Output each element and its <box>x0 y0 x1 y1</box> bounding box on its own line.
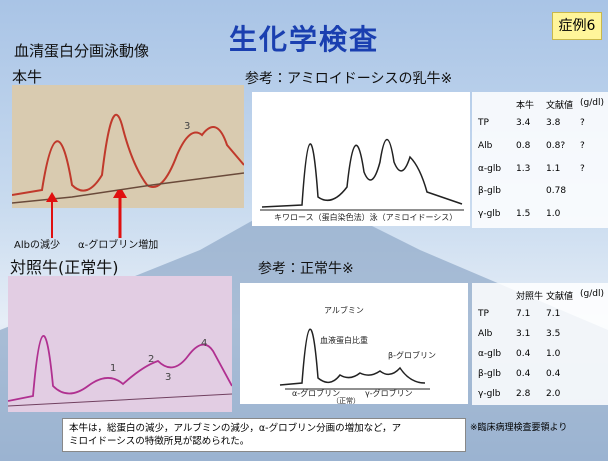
summary-line: ミロイドーシスの特徴所見が認められた。 <box>69 435 459 448</box>
table-cell: 3.1 <box>516 329 530 339</box>
table-cell: β-glb <box>478 186 501 196</box>
table: 対照牛文献値 (g/dl) TP 7.1 7.1 Alb 3.1 3.5 α-glb 0.4 1.0… <box>472 283 608 405</box>
table-cell: 1.1 <box>546 164 560 174</box>
peak-label: 1 <box>110 363 116 374</box>
annotation: α-グロブリン増加 <box>78 236 158 251</box>
table-cell: ? <box>580 164 585 174</box>
figure-caption: キワロース（蛋白染色法）泳（アミロイドーシス） <box>274 212 457 222</box>
reference-title: 参考：正常牛※ <box>258 258 354 278</box>
table-cell: TP <box>478 309 489 319</box>
reference-amyloid-figure: キワロース（蛋白染色法）泳（アミロイドーシス） <box>252 92 470 226</box>
reference-normal-figure: アルブミン 血液蛋白比重 β-グロブリン α-グロブリン γ-グロブリン （正常… <box>240 283 468 404</box>
table-cell: ? <box>580 141 585 151</box>
table-cell: 2.0 <box>546 389 560 399</box>
table-header: 文献値 <box>546 98 573 111</box>
case-badge: 症例6 <box>552 12 602 40</box>
summary-line: 本牛は，総蛋白の減少，アルブミンの減少，α-グロブリン分画の増加など，ア <box>69 422 459 435</box>
table-cell: 1.0 <box>546 349 560 359</box>
source-note: ※臨床病理検査要領より <box>470 420 567 433</box>
figure-label: β-グロブリン <box>388 350 436 360</box>
case-label: 本牛 <box>12 66 42 87</box>
peak-label: 2 <box>148 354 154 365</box>
table-cell: β-glb <box>478 369 501 379</box>
reference-title: 参考：アミロイドーシスの乳牛※ <box>245 68 452 88</box>
table-cell: TP <box>478 118 489 128</box>
table-cell: α-glb <box>478 164 501 174</box>
table-cell: 7.1 <box>546 309 560 319</box>
table-cell: 1.3 <box>516 164 530 174</box>
summary-box: 本牛は，総蛋白の減少，アルブミンの減少，α-グロブリン分画の増加など，ア ミロイ… <box>62 418 466 452</box>
table-cell: 3.4 <box>516 118 530 128</box>
control-electrophoresis: 1 2 3 4 <box>8 276 232 412</box>
table-header: (g/dl) <box>580 98 604 108</box>
table-header: 文献値 <box>546 289 573 302</box>
table-cell: γ-glb <box>478 209 501 219</box>
figure-label: 血液蛋白比重 <box>320 335 368 345</box>
table-cell: 3.5 <box>546 329 560 339</box>
table-cell: 1.0 <box>546 209 560 219</box>
annotation: Albの減少 <box>14 236 60 251</box>
table-cell: ? <box>580 118 585 128</box>
peak-label: 3 <box>184 121 190 132</box>
figure-label: （正常） <box>332 396 360 404</box>
table: 本牛文献値 (g/dl) TP 3.4 3.8? Alb 0.8 0.8?? α-glb 1.3 1… <box>472 92 608 228</box>
table-header: 対照牛 <box>516 289 543 302</box>
control-label: 対照牛(正常牛) <box>10 254 119 278</box>
peak-label: 3 <box>165 372 171 383</box>
table-cell: 7.1 <box>516 309 530 319</box>
table-cell: 0.8? <box>546 141 565 151</box>
slide: 生化学検査 症例6 血清蛋白分画泳動像 本牛 3 Albの減少 α-グロブリン増… <box>0 0 608 461</box>
table-header: (g/dl) <box>580 289 604 299</box>
peak-label: 4 <box>201 338 207 349</box>
table-header: 本牛 <box>516 98 534 111</box>
table-cell: 3.8 <box>546 118 560 128</box>
figure-label: γ-グロブリン <box>365 388 413 398</box>
table-cell: 0.4 <box>546 369 560 379</box>
table-cell: α-glb <box>478 349 501 359</box>
figure-label: アルブミン <box>324 305 364 315</box>
table-cell: Alb <box>478 141 492 151</box>
table-cell: 0.8 <box>516 141 530 151</box>
table-cell: 0.78 <box>546 186 566 196</box>
section-label: 血清蛋白分画泳動像 <box>14 40 149 61</box>
table-cell: 2.8 <box>516 389 530 399</box>
table-cell: 0.4 <box>516 369 530 379</box>
table-cell: 1.5 <box>516 209 530 219</box>
table-cell: 0.4 <box>516 349 530 359</box>
table-cell: Alb <box>478 329 492 339</box>
table-cell: γ-glb <box>478 389 501 399</box>
arrows <box>0 190 200 240</box>
